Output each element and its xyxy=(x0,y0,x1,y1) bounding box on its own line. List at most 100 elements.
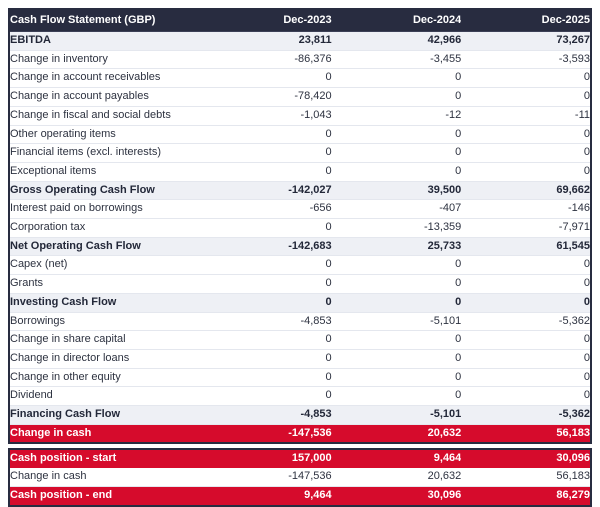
cell-value: 0 xyxy=(201,292,332,313)
cell-value: 0 xyxy=(201,386,332,407)
row-label: Corporation tax xyxy=(9,218,202,238)
cell-value: -3,593 xyxy=(461,50,591,70)
cell-value: -7,971 xyxy=(461,218,591,238)
row-label: Cash position - end xyxy=(9,485,202,506)
cell-value: -147,536 xyxy=(201,423,332,444)
cell-value: -3,455 xyxy=(331,50,462,70)
cell-value: -142,683 xyxy=(201,236,332,257)
cell-value: 0 xyxy=(461,368,591,388)
row-label: Financing Cash Flow xyxy=(9,405,202,425)
cell-value: 20,632 xyxy=(331,423,462,444)
row-label: Change in account payables xyxy=(9,87,202,107)
cell-value: 0 xyxy=(201,368,332,388)
table-row: Borrowings -4,853 -5,101 -5,362 xyxy=(9,312,591,332)
cell-value: 73,267 xyxy=(461,31,591,51)
table-row: Dividend 0 0 0 xyxy=(9,386,591,407)
row-label: Exceptional items xyxy=(9,162,202,182)
cell-value: 157,000 xyxy=(201,448,332,469)
cash-position-table: Cash position - start 157,000 9,464 30,096 C… xyxy=(8,448,592,507)
table-row: Change in director loans 0 0 0 xyxy=(9,349,591,369)
row-label: Capex (net) xyxy=(9,255,202,276)
cell-value: 0 xyxy=(201,162,332,182)
table-row: Investing Cash Flow 0 0 0 xyxy=(9,292,591,313)
row-label: Change in cash xyxy=(9,423,202,444)
cell-value: 0 xyxy=(201,143,332,163)
table-row: Interest paid on borrowings -656 -407 -146 xyxy=(9,199,591,220)
cell-value: 0 xyxy=(461,87,591,107)
table-row: EBITDA 23,811 42,966 73,267 xyxy=(9,31,591,51)
row-label: Borrowings xyxy=(9,312,202,332)
table-row: Change in fiscal and social debts -1,043-… xyxy=(9,106,591,126)
cell-value: -4,853 xyxy=(201,405,332,425)
row-label: Gross Operating Cash Flow xyxy=(9,180,202,201)
cell-value: 0 xyxy=(461,349,591,369)
cash-flow-table: Cash Flow Statement (GBP) Dec-2023 Dec-2… xyxy=(8,8,592,445)
cell-value: -142,027 xyxy=(201,180,332,201)
cell-value: -4,853 xyxy=(201,312,332,332)
cell-value: 0 xyxy=(331,292,462,313)
section-divider xyxy=(8,444,592,449)
cell-value: 0 xyxy=(331,143,462,163)
column-header-dec-2025: Dec-2025 xyxy=(461,9,591,32)
table-row: Cash position - end 9,464 30,096 86,279 xyxy=(9,485,591,506)
table-row: Exceptional items 0 0 0 xyxy=(9,162,591,182)
row-label: Change in inventory xyxy=(9,50,202,70)
table-row: Change in account receivables 0 0 0 xyxy=(9,68,591,89)
cell-value: -13,359 xyxy=(331,218,462,238)
cell-value: 86,279 xyxy=(461,485,591,506)
row-label: Change in director loans xyxy=(9,349,202,369)
cell-value: 0 xyxy=(201,68,332,89)
table-row: Change in cash -147,536 20,632 56,183 xyxy=(9,468,591,487)
row-label: Net Operating Cash Flow xyxy=(9,236,202,257)
cell-value: 0 xyxy=(461,125,591,145)
cell-value: 9,464 xyxy=(201,485,332,506)
cell-value: 0 xyxy=(461,143,591,163)
cell-value: 23,811 xyxy=(201,31,332,51)
cell-value: 0 xyxy=(461,162,591,182)
row-label: Cash position - start xyxy=(9,448,202,469)
row-label: Investing Cash Flow xyxy=(9,292,202,313)
cell-value: 0 xyxy=(331,162,462,182)
cash-flow-statement: Cash Flow Statement (GBP) Dec-2023 Dec-2… xyxy=(8,8,592,507)
row-label: Financial items (excl. interests) xyxy=(9,143,202,163)
cell-value: 56,183 xyxy=(461,423,591,444)
cell-value: 0 xyxy=(331,368,462,388)
cell-value: 25,733 xyxy=(331,236,462,257)
table-row: Net Operating Cash Flow -142,683 25,733 61,… xyxy=(9,236,591,257)
cell-value: -407 xyxy=(331,199,462,220)
cell-value: -78,420 xyxy=(201,87,332,107)
row-label: Interest paid on borrowings xyxy=(9,199,202,220)
cell-value: 30,096 xyxy=(331,485,462,506)
cell-value: 0 xyxy=(461,68,591,89)
cell-value: 9,464 xyxy=(331,448,462,469)
cell-value: -5,362 xyxy=(461,405,591,425)
row-label: Change in fiscal and social debts xyxy=(9,106,202,126)
cell-value: 0 xyxy=(461,274,591,294)
table-row: Other operating items 0 0 0 xyxy=(9,125,591,145)
cell-value: 0 xyxy=(461,255,591,276)
header-row: Cash Flow Statement (GBP) Dec-2023 Dec-2… xyxy=(9,9,591,32)
column-header-dec-2024: Dec-2024 xyxy=(331,9,462,32)
cell-value: 0 xyxy=(331,274,462,294)
cell-value: -5,101 xyxy=(331,405,462,425)
table-row: Corporation tax 0 -13,359 -7,971 xyxy=(9,218,591,238)
cell-value: 61,545 xyxy=(461,236,591,257)
cell-value: -1,043 xyxy=(201,106,332,126)
table-row: Financial items (excl. interests) 0 0 0 xyxy=(9,143,591,163)
cell-value: 0 xyxy=(331,386,462,407)
row-label: Change in cash xyxy=(9,468,202,487)
cell-value: 0 xyxy=(201,255,332,276)
cell-value: 69,662 xyxy=(461,180,591,201)
row-label: Grants xyxy=(9,274,202,294)
cell-value: 39,500 xyxy=(331,180,462,201)
cell-value: 0 xyxy=(331,349,462,369)
cell-value: 0 xyxy=(331,125,462,145)
table-row: Capex (net) 0 0 0 xyxy=(9,255,591,276)
cell-value: 0 xyxy=(461,292,591,313)
cell-value: -86,376 xyxy=(201,50,332,70)
cell-value: 0 xyxy=(201,125,332,145)
table-title: Cash Flow Statement (GBP) xyxy=(9,9,202,32)
cell-value: 0 xyxy=(201,274,332,294)
table-row: Cash position - start 157,000 9,464 30,096 xyxy=(9,448,591,469)
cell-value: -5,362 xyxy=(461,312,591,332)
